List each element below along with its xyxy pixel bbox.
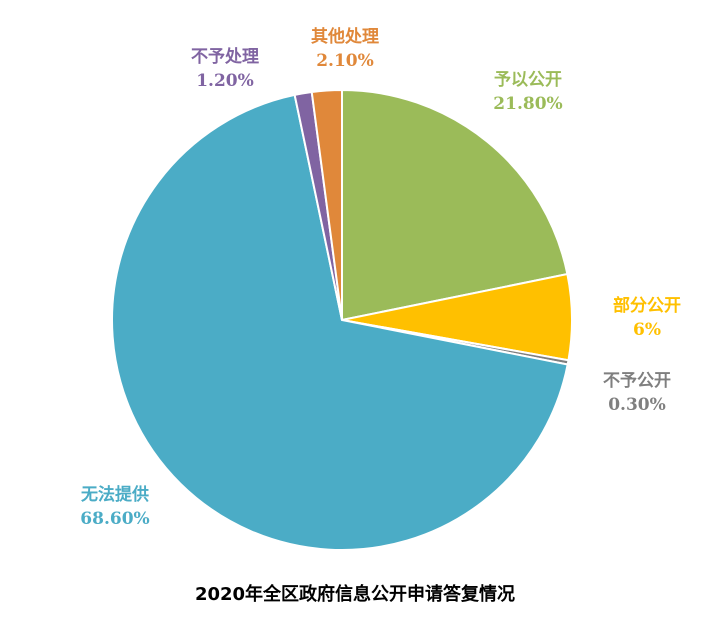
pie-slices — [110, 88, 573, 551]
chart-title: 2020年全区政府信息公开申请答复情况 — [195, 583, 515, 605]
slice-percent-label-2: 0.30% — [608, 395, 666, 415]
pie-labels: 予以公开 21.80% 部分公开 6% 不予公开 0.30% 无法提供 68.60% 不予处理 1… — [80, 26, 681, 529]
pie-slice-0 — [341, 88, 569, 322]
slice-name-label-3: 无法提供 — [80, 484, 149, 505]
slice-percent-label-0: 21.80% — [493, 94, 562, 114]
slice-name-label-0: 予以公开 — [494, 70, 562, 90]
pie-slice-3 — [110, 93, 569, 551]
slice-name-label-2: 不予公开 — [603, 371, 671, 391]
slice-percent-label-3: 68.60% — [80, 509, 149, 529]
slice-name-label-5: 其他处理 — [311, 26, 379, 47]
slice-percent-label-5: 2.10% — [316, 51, 374, 71]
slice-name-label-1: 部分公开 — [613, 295, 681, 316]
slice-percent-label-1: 6% — [633, 320, 661, 340]
slice-name-label-4: 不予处理 — [191, 46, 259, 67]
pie-slice-5 — [310, 88, 343, 321]
slice-percent-label-4: 1.20% — [196, 71, 254, 91]
